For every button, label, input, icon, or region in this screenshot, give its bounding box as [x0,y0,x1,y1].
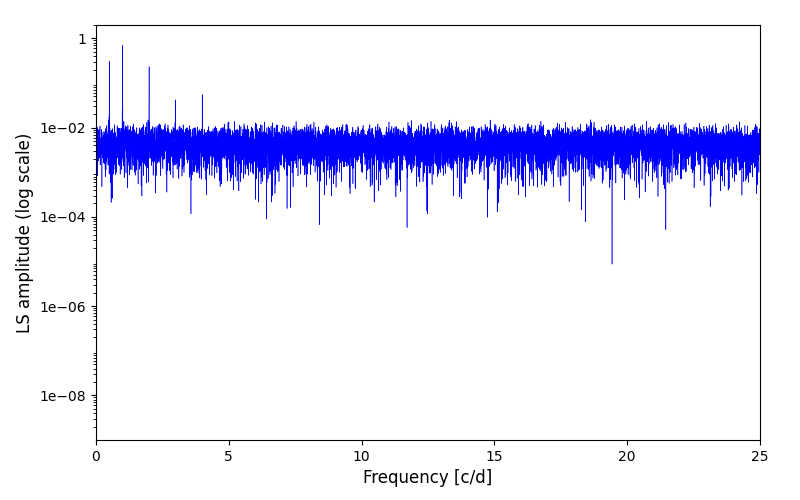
X-axis label: Frequency [c/d]: Frequency [c/d] [363,470,493,488]
Y-axis label: LS amplitude (log scale): LS amplitude (log scale) [16,132,34,332]
